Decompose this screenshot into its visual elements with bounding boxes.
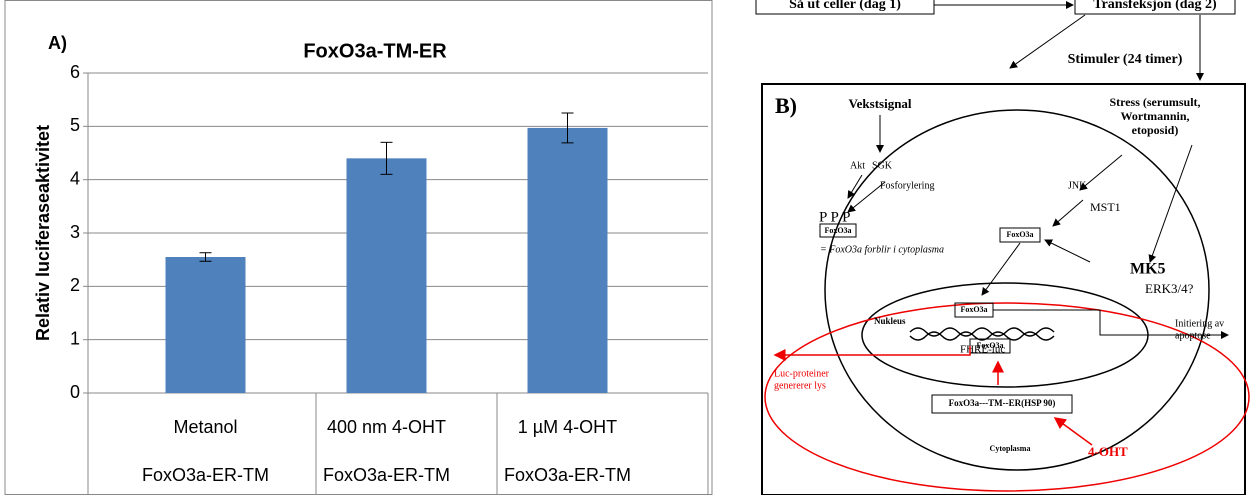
label: SGK [872,160,893,171]
label: apoptose [1175,330,1211,341]
arrow [848,182,885,212]
label: MST1 [1090,200,1121,214]
y-tick-label: 5 [70,115,80,135]
label: FoxO3a [824,226,851,235]
label: FoxO3a---TM--ER(HSP 90) [949,398,1056,408]
y-tick-label: 4 [70,168,80,188]
bar [528,128,608,393]
label: Vekstsignal [848,96,911,111]
chart-title: FoxO3a-TM-ER [303,40,447,62]
label: Stimuler (24 timer) [1068,52,1183,67]
bar [166,257,246,393]
y-tick-label: 6 [70,62,80,82]
label: FoxO3a [976,341,1003,350]
group-label: FoxO3a-ER-TM [323,465,450,485]
label: ERK3/4? [1145,281,1194,296]
label: Luc-proteiner [774,368,830,379]
y-tick-label: 0 [70,382,80,402]
arrow [1053,200,1083,226]
group-label: FoxO3a-ER-TM [142,465,269,485]
label: Stress (serumsult, [1109,95,1200,109]
y-tick-label: 3 [70,222,80,242]
label: Fosforylering [880,180,934,191]
label: MK5 [1130,261,1166,278]
label: Akt [850,160,865,171]
label: Nukleus [874,316,906,326]
label: P P P [819,209,850,225]
label: FoxO3a [960,305,987,314]
label: Så ut celler (dag 1) [789,0,901,12]
label: FoxO3a [1006,230,1033,239]
group-label: FoxO3a-ER-TM [504,465,631,485]
label: Transfeksjon (dag 2) [1093,0,1217,12]
y-tick-label: 2 [70,275,80,295]
x-tick-label: 1 µM 4-OHT [518,417,617,437]
panel-label: B) [775,93,797,118]
y-axis-label: Relativ luciferaseaktivitet [33,125,53,341]
label: Cytoplasma [990,444,1031,453]
label: JNK [1068,180,1087,191]
label: = FoxO3a forblir i cytoplasma [820,244,944,255]
label: genererer lys [774,380,826,391]
red-arrow [1055,418,1092,445]
page: A) FoxO3a-TM-ER Relativ luciferaseaktivi… [0,0,1252,495]
chart: A) FoxO3a-TM-ER Relativ luciferaseaktivi… [33,33,708,495]
y-tick-label: 1 [70,328,80,348]
x-tick-label: Metanol [173,417,237,437]
x-tick-label: 400 nm 4-OHT [327,417,446,437]
label: Initiering av [1175,318,1224,329]
arrow [1045,240,1090,262]
diagram: Så ut celler (dag 1) Transfeksjon (dag 2… [756,0,1249,495]
panel-label: A) [48,33,67,53]
arrow [982,243,1020,295]
label: Wortmannin, [1120,109,1189,123]
label: 4-OHT [1088,444,1128,459]
label: etoposid) [1132,123,1179,137]
bar [347,158,427,393]
